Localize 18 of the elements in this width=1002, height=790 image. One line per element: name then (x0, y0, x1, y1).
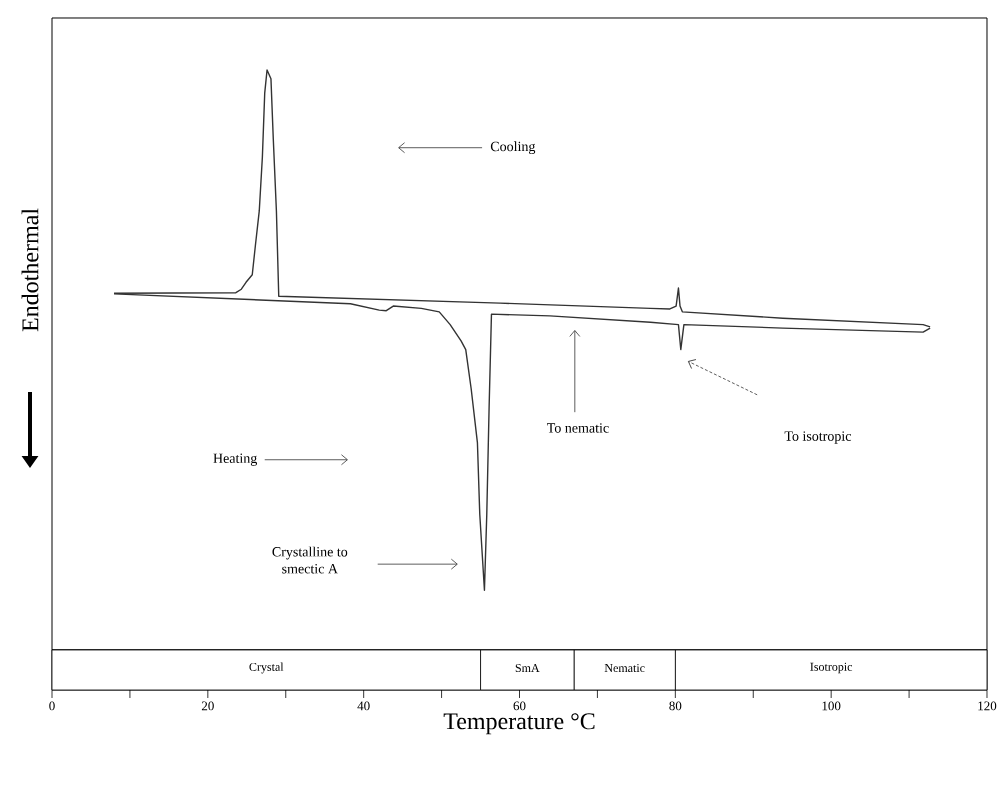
x-tick-label: 100 (822, 701, 841, 711)
x-tick-label: 40 (357, 701, 370, 711)
annotation: To isotropic (784, 431, 852, 444)
x-tick-label: 20 (201, 701, 214, 711)
x-tick-label: 80 (669, 701, 682, 711)
annotation: Cooling (490, 141, 536, 155)
series-label: Nematic (604, 663, 645, 673)
x-tick-label: 120 (978, 701, 997, 711)
x-tick-label: 0 (49, 701, 55, 711)
annotation: Heating (213, 453, 258, 466)
x-axis-title: Temperature °C (443, 713, 595, 735)
y-axis-title: Endothermal (21, 208, 39, 332)
series-label: Crystal (249, 662, 284, 674)
x-tick-label: 60 (513, 701, 526, 711)
series-label: SmA (515, 663, 540, 673)
annotation: To nematic (547, 423, 609, 433)
annotation: Crystalline to smectic A (272, 546, 348, 574)
series-label: Isotropic (810, 662, 853, 674)
